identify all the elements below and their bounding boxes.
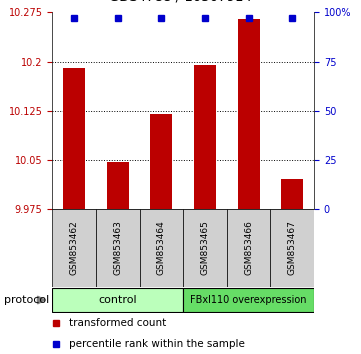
Text: GSM853462: GSM853462 xyxy=(70,221,79,275)
Text: control: control xyxy=(99,295,137,305)
Text: GSM853466: GSM853466 xyxy=(244,220,253,275)
Text: GSM853467: GSM853467 xyxy=(288,220,297,275)
Bar xyxy=(63,68,85,209)
Text: GSM853464: GSM853464 xyxy=(157,221,166,275)
Bar xyxy=(227,209,270,287)
Bar xyxy=(151,114,172,209)
Bar xyxy=(238,19,260,209)
Bar xyxy=(96,209,140,287)
Text: transformed count: transformed count xyxy=(69,319,166,329)
Text: protocol: protocol xyxy=(4,295,49,305)
Text: GDS4788 / 10507914: GDS4788 / 10507914 xyxy=(109,0,252,4)
Text: GSM853465: GSM853465 xyxy=(200,220,209,275)
Bar xyxy=(183,209,227,287)
Bar xyxy=(270,209,314,287)
Bar xyxy=(194,65,216,209)
Bar xyxy=(281,179,303,209)
Text: FBxl110 overexpression: FBxl110 overexpression xyxy=(190,295,307,305)
Bar xyxy=(52,288,183,312)
Bar xyxy=(183,288,314,312)
Text: percentile rank within the sample: percentile rank within the sample xyxy=(69,339,245,349)
Bar xyxy=(140,209,183,287)
Bar xyxy=(107,162,129,209)
Bar xyxy=(52,209,96,287)
Text: GSM853463: GSM853463 xyxy=(113,220,122,275)
